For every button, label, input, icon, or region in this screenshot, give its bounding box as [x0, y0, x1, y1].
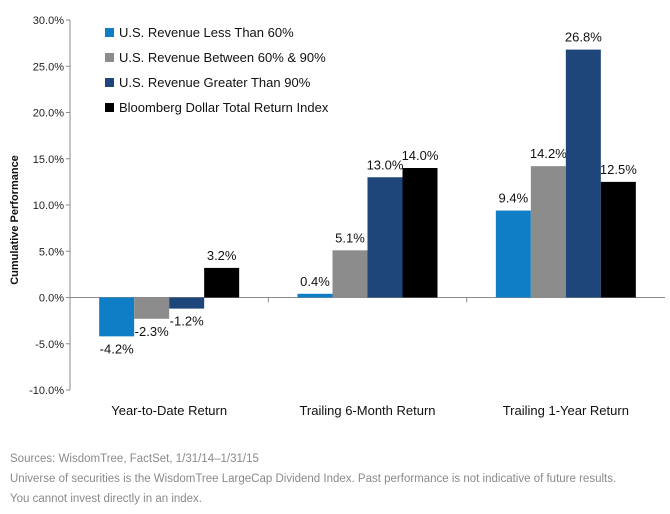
legend-swatch: [105, 53, 114, 62]
y-tick-label: 10.0%: [33, 200, 64, 212]
data-label: 14.0%: [402, 148, 439, 163]
y-tick-label: 15.0%: [33, 154, 64, 166]
bar: [134, 297, 170, 319]
y-tick-label: 30.0%: [33, 15, 64, 27]
bar-chart: -10.0% -5.0% 0.0% 5.0% 10.0% 15.0% 20.0% 25.0% 3…: [9, 15, 665, 418]
bar: [495, 210, 531, 298]
y-tick-label: -5.0%: [35, 339, 64, 351]
investment-disclaimer: You cannot invest directly in an index.: [10, 493, 203, 505]
data-label: 26.8%: [565, 30, 602, 45]
data-label: 3.2%: [207, 248, 237, 263]
bar: [402, 168, 438, 298]
bar: [565, 49, 601, 298]
universe-note: Universe of securities is the WisdomTree…: [10, 473, 617, 485]
footer-notes: Sources: WisdomTree, FactSet, 1/31/14–1/…: [10, 449, 665, 509]
category-label: Year-to-Date Return: [111, 403, 227, 418]
y-tick-label: 0.0%: [39, 293, 64, 305]
legend-label: U.S. Revenue Between 60% & 90%: [119, 50, 326, 65]
legend-swatch: [105, 103, 114, 112]
sources-text: Sources: WisdomTree, FactSet, 1/31/14–1/…: [10, 453, 259, 465]
legend-label: U.S. Revenue Greater Than 90%: [119, 75, 311, 90]
data-label: -1.2%: [170, 314, 204, 329]
legend-label: Bloomberg Dollar Total Return Index: [119, 100, 329, 115]
data-label: 5.1%: [335, 230, 365, 245]
data-label: 14.2%: [530, 146, 567, 161]
legend-label: U.S. Revenue Less Than 60%: [119, 25, 294, 40]
category-label: Trailing 1-Year Return: [503, 403, 629, 418]
data-label: 9.4%: [499, 191, 529, 206]
bar: [332, 250, 368, 298]
y-tick-label: 20.0%: [33, 108, 64, 120]
bar: [169, 297, 205, 309]
y-tick-label: 25.0%: [33, 61, 64, 73]
data-label: 0.4%: [300, 274, 330, 289]
bar: [99, 297, 135, 337]
y-tick-label: -10.0%: [29, 385, 64, 397]
data-label: -4.2%: [100, 341, 134, 356]
legend-swatch: [105, 28, 114, 37]
legend-swatch: [105, 78, 114, 87]
category-label: Trailing 6-Month Return: [299, 403, 435, 418]
bar: [204, 267, 240, 298]
bar: [367, 177, 403, 298]
y-axis-title: Cumulative Performance: [9, 155, 21, 285]
data-label: 12.5%: [600, 162, 637, 177]
bar: [600, 181, 636, 298]
data-label: 13.0%: [367, 157, 404, 172]
y-tick-label: 5.0%: [39, 246, 64, 258]
data-label: -2.3%: [135, 324, 169, 339]
chart-area: -10.0% -5.0% 0.0% 5.0% 10.0% 15.0% 20.0% 25.0% 3…: [9, 15, 665, 418]
bar: [297, 293, 333, 298]
bar: [530, 166, 566, 298]
